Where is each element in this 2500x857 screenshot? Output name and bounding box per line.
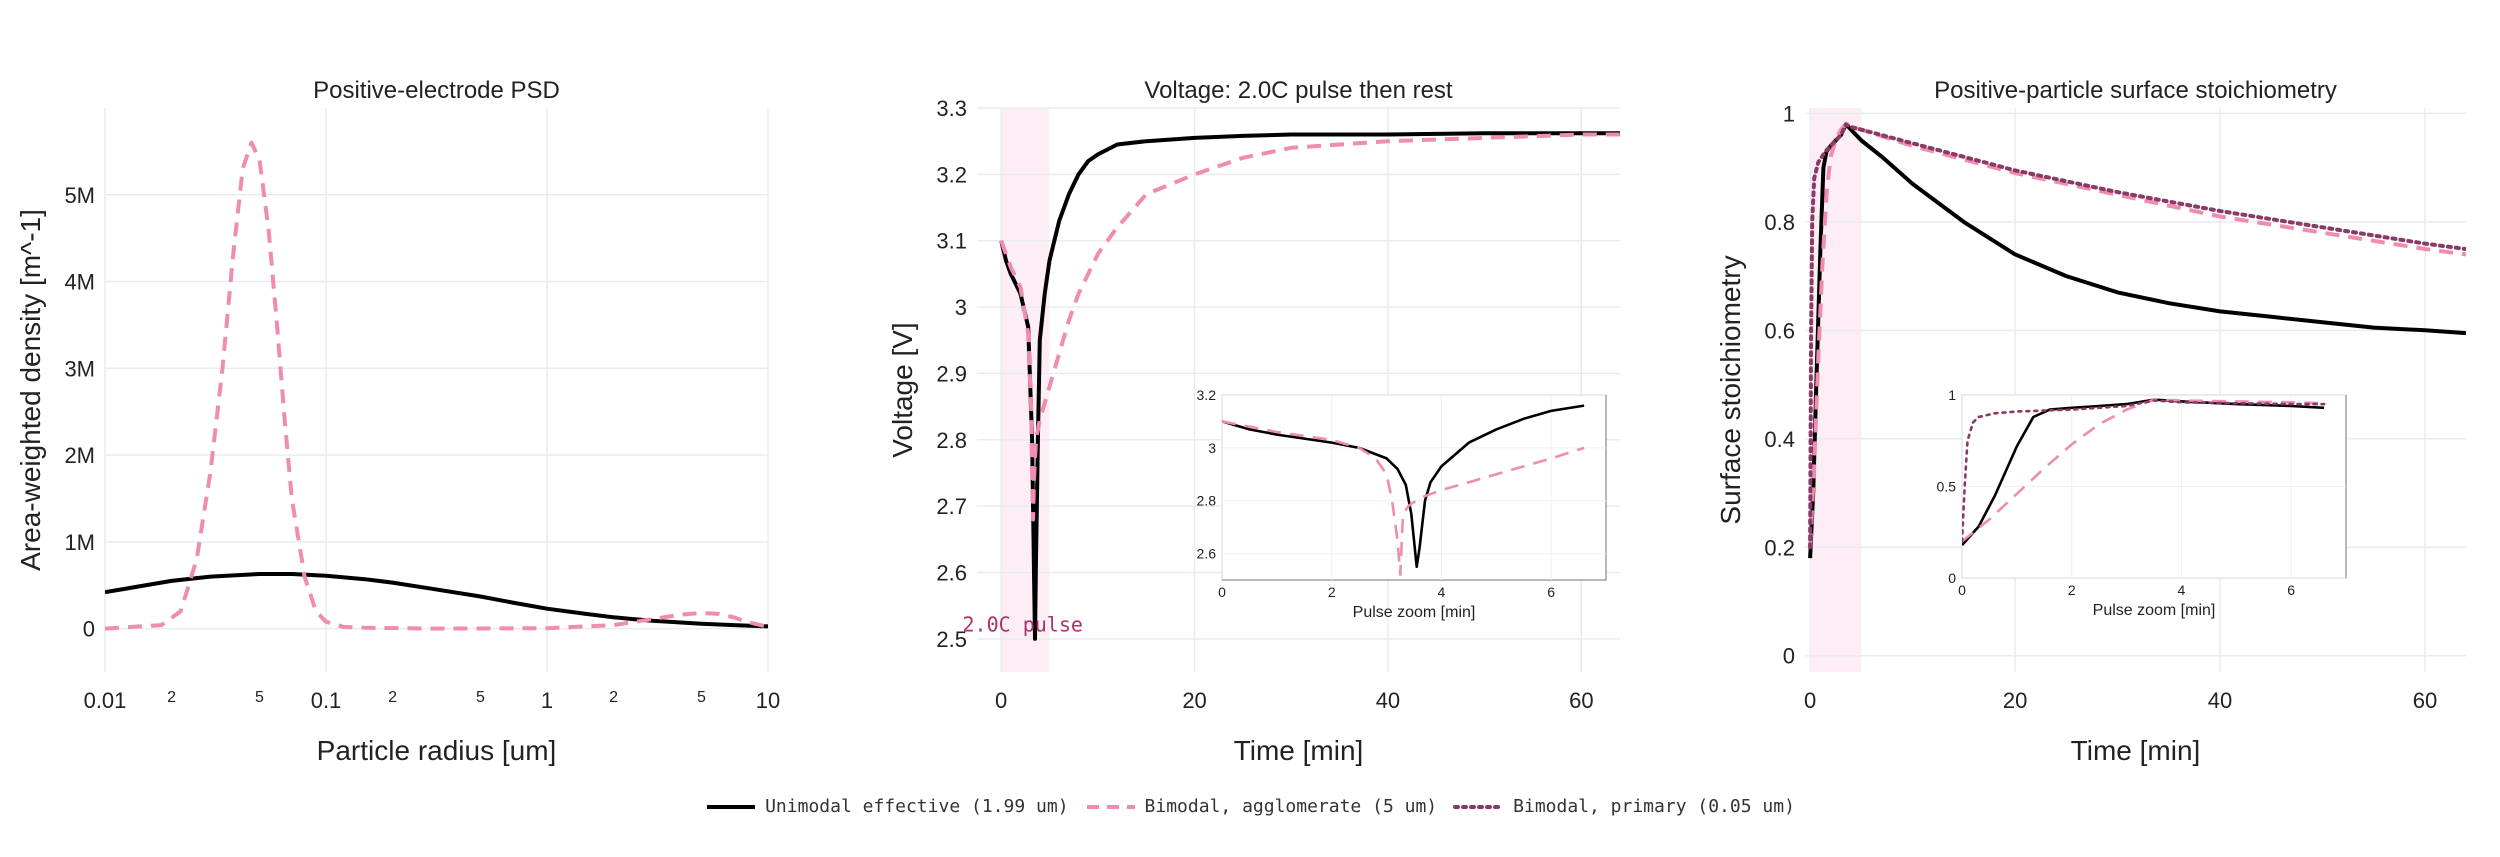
x-tick-label: 40 [1376,688,1400,713]
inset-chart: 0 2 4 6 2.6 2.8 3 3.2 Pulse zoom [min] [1197,387,1607,621]
legend-swatch [1453,804,1506,809]
inset-chart: 0 2 4 6 0 0.5 1 Pulse zoom [min] [1937,387,2347,619]
x-axis-label: Time [min] [1234,735,1364,766]
inset-x-tick-label: 0 [1958,582,1966,598]
x-tick-label: 40 [2208,688,2232,713]
y-tick-label: 0.2 [1764,535,1795,560]
inset-x-tick-label: 2 [2068,582,2076,598]
legend-label: Bimodal, primary (0.05 um) [1513,796,1795,817]
main-series-1 [1808,122,2466,559]
y-tick-label: 3 [955,295,967,320]
chart-panel-2: 0 20 40 602.52.62.72.82.933.13.23.3Voltage:… [887,77,1620,766]
y-tick-label: 2.7 [936,494,967,519]
y-tick-label: 2.8 [936,428,967,453]
inset-series-group [1962,398,2326,546]
inset-y-tick-label: 3 [1208,440,1216,456]
main-series-2 [105,140,768,631]
y-tick-label: 3.1 [936,229,967,254]
x-tick-label: 0.01 [84,688,127,713]
y-tick-label: 2.5 [936,627,967,652]
inset-series-2 [1962,398,2325,543]
pulse-band [1810,108,1862,672]
series-group [105,140,768,631]
x-tick-label: 2 [167,689,176,706]
x-tick-label: 60 [2413,688,2437,713]
inset-x-tick-label: 4 [2178,582,2186,598]
inset-series-1 [1222,404,1585,569]
y-tick-label: 2M [64,443,95,468]
legend-item-1: Unimodal effective (1.99 um) [705,796,1069,817]
y-tick-label: 0.8 [1764,210,1795,235]
legend-label: Bimodal, agglomerate (5 um) [1144,796,1438,817]
x-tick-label: 0 [995,688,1007,713]
main-series-1 [105,572,768,629]
inset-x-tick-label: 6 [1547,584,1555,600]
inset-series-3 [1962,399,2326,543]
y-tick-label: 3M [64,356,95,381]
inset-y-tick-label: 3.2 [1197,387,1217,403]
x-tick-label: 1 [541,688,553,713]
legend-item-3: Bimodal, primary (0.05 um) [1453,796,1795,817]
inset-y-tick-label: 1 [1948,387,1956,403]
x-axis-label: Particle radius [um] [317,735,557,766]
pulse-annotation: 2.0C pulse [962,613,1082,637]
inset-x-axis-label: Pulse zoom [min] [1353,604,1476,621]
legend-swatch [1086,804,1135,809]
y-tick-label: 0.4 [1764,427,1795,452]
pulse-band [1001,108,1050,672]
y-tick-label: 4M [64,270,95,295]
chart-title: Voltage: 2.0C pulse then rest [1144,77,1453,104]
y-axis-label: Area-weighted density [m^-1] [15,209,46,571]
y-axis-label: Surface stoichiometry [1715,255,1746,524]
inset-x-tick-label: 6 [2287,582,2295,598]
main-series-2 [999,132,1620,522]
y-tick-label: 5M [64,183,95,208]
inset-y-tick-label: 2.8 [1197,493,1217,509]
y-tick-label: 2.6 [936,560,967,585]
inset-x-tick-label: 0 [1218,584,1226,600]
series-group [999,131,1620,641]
x-tick-label: 10 [756,688,780,713]
x-tick-label: 0.1 [311,688,342,713]
main-series-3 [1808,122,2466,550]
inset-x-axis-label: Pulse zoom [min] [2093,602,2216,619]
legend-label: Unimodal effective (1.99 um) [765,796,1069,817]
y-tick-label: 0.6 [1764,318,1795,343]
y-tick-label: 1M [64,530,95,555]
y-tick-label: 0 [83,617,95,642]
inset-series-2 [1222,420,1585,576]
x-tick-label: 5 [255,689,264,706]
legend: Unimodal effective (1.99 um) Bimodal, agg… [0,796,2500,819]
series-group [1808,122,2466,559]
chart-title: Positive-particle surface stoichiometry [1934,77,2337,104]
y-tick-label: 0 [1783,644,1795,669]
x-tick-label: 60 [1569,688,1593,713]
x-tick-label: 20 [1182,688,1206,713]
inset-x-tick-label: 2 [1328,584,1336,600]
inset-y-tick-label: 0 [1948,570,1956,586]
chart-title: Positive-electrode PSD [313,77,560,104]
inset-y-tick-label: 0.5 [1937,479,1957,495]
x-tick-label: 2 [609,689,618,706]
inset-x-tick-label: 4 [1438,584,1446,600]
x-tick-label: 2 [388,689,397,706]
legend-item-2: Bimodal, agglomerate (5 um) [1085,796,1438,817]
x-tick-label: 5 [697,689,706,706]
x-tick-label: 5 [476,689,485,706]
x-tick-label: 0 [1804,688,1816,713]
inset-series-group [1222,404,1585,576]
legend-swatch [707,804,756,809]
x-axis-label: Time [min] [2071,735,2201,766]
main-series-2 [1808,122,2466,548]
y-tick-label: 1 [1783,101,1795,126]
x-tick-label: 20 [2003,688,2027,713]
y-axis-label: Voltage [V] [887,322,918,457]
y-tick-label: 3.3 [936,96,967,121]
y-tick-label: 2.9 [936,361,967,386]
chart-panel-1: 0.01 2 5 0.1 2 5 1 2 5 10 0 1M 2M 3M 4M 5M Positive-elec… [15,77,780,766]
inset-y-tick-label: 2.6 [1197,546,1217,562]
y-tick-label: 3.2 [936,162,967,187]
